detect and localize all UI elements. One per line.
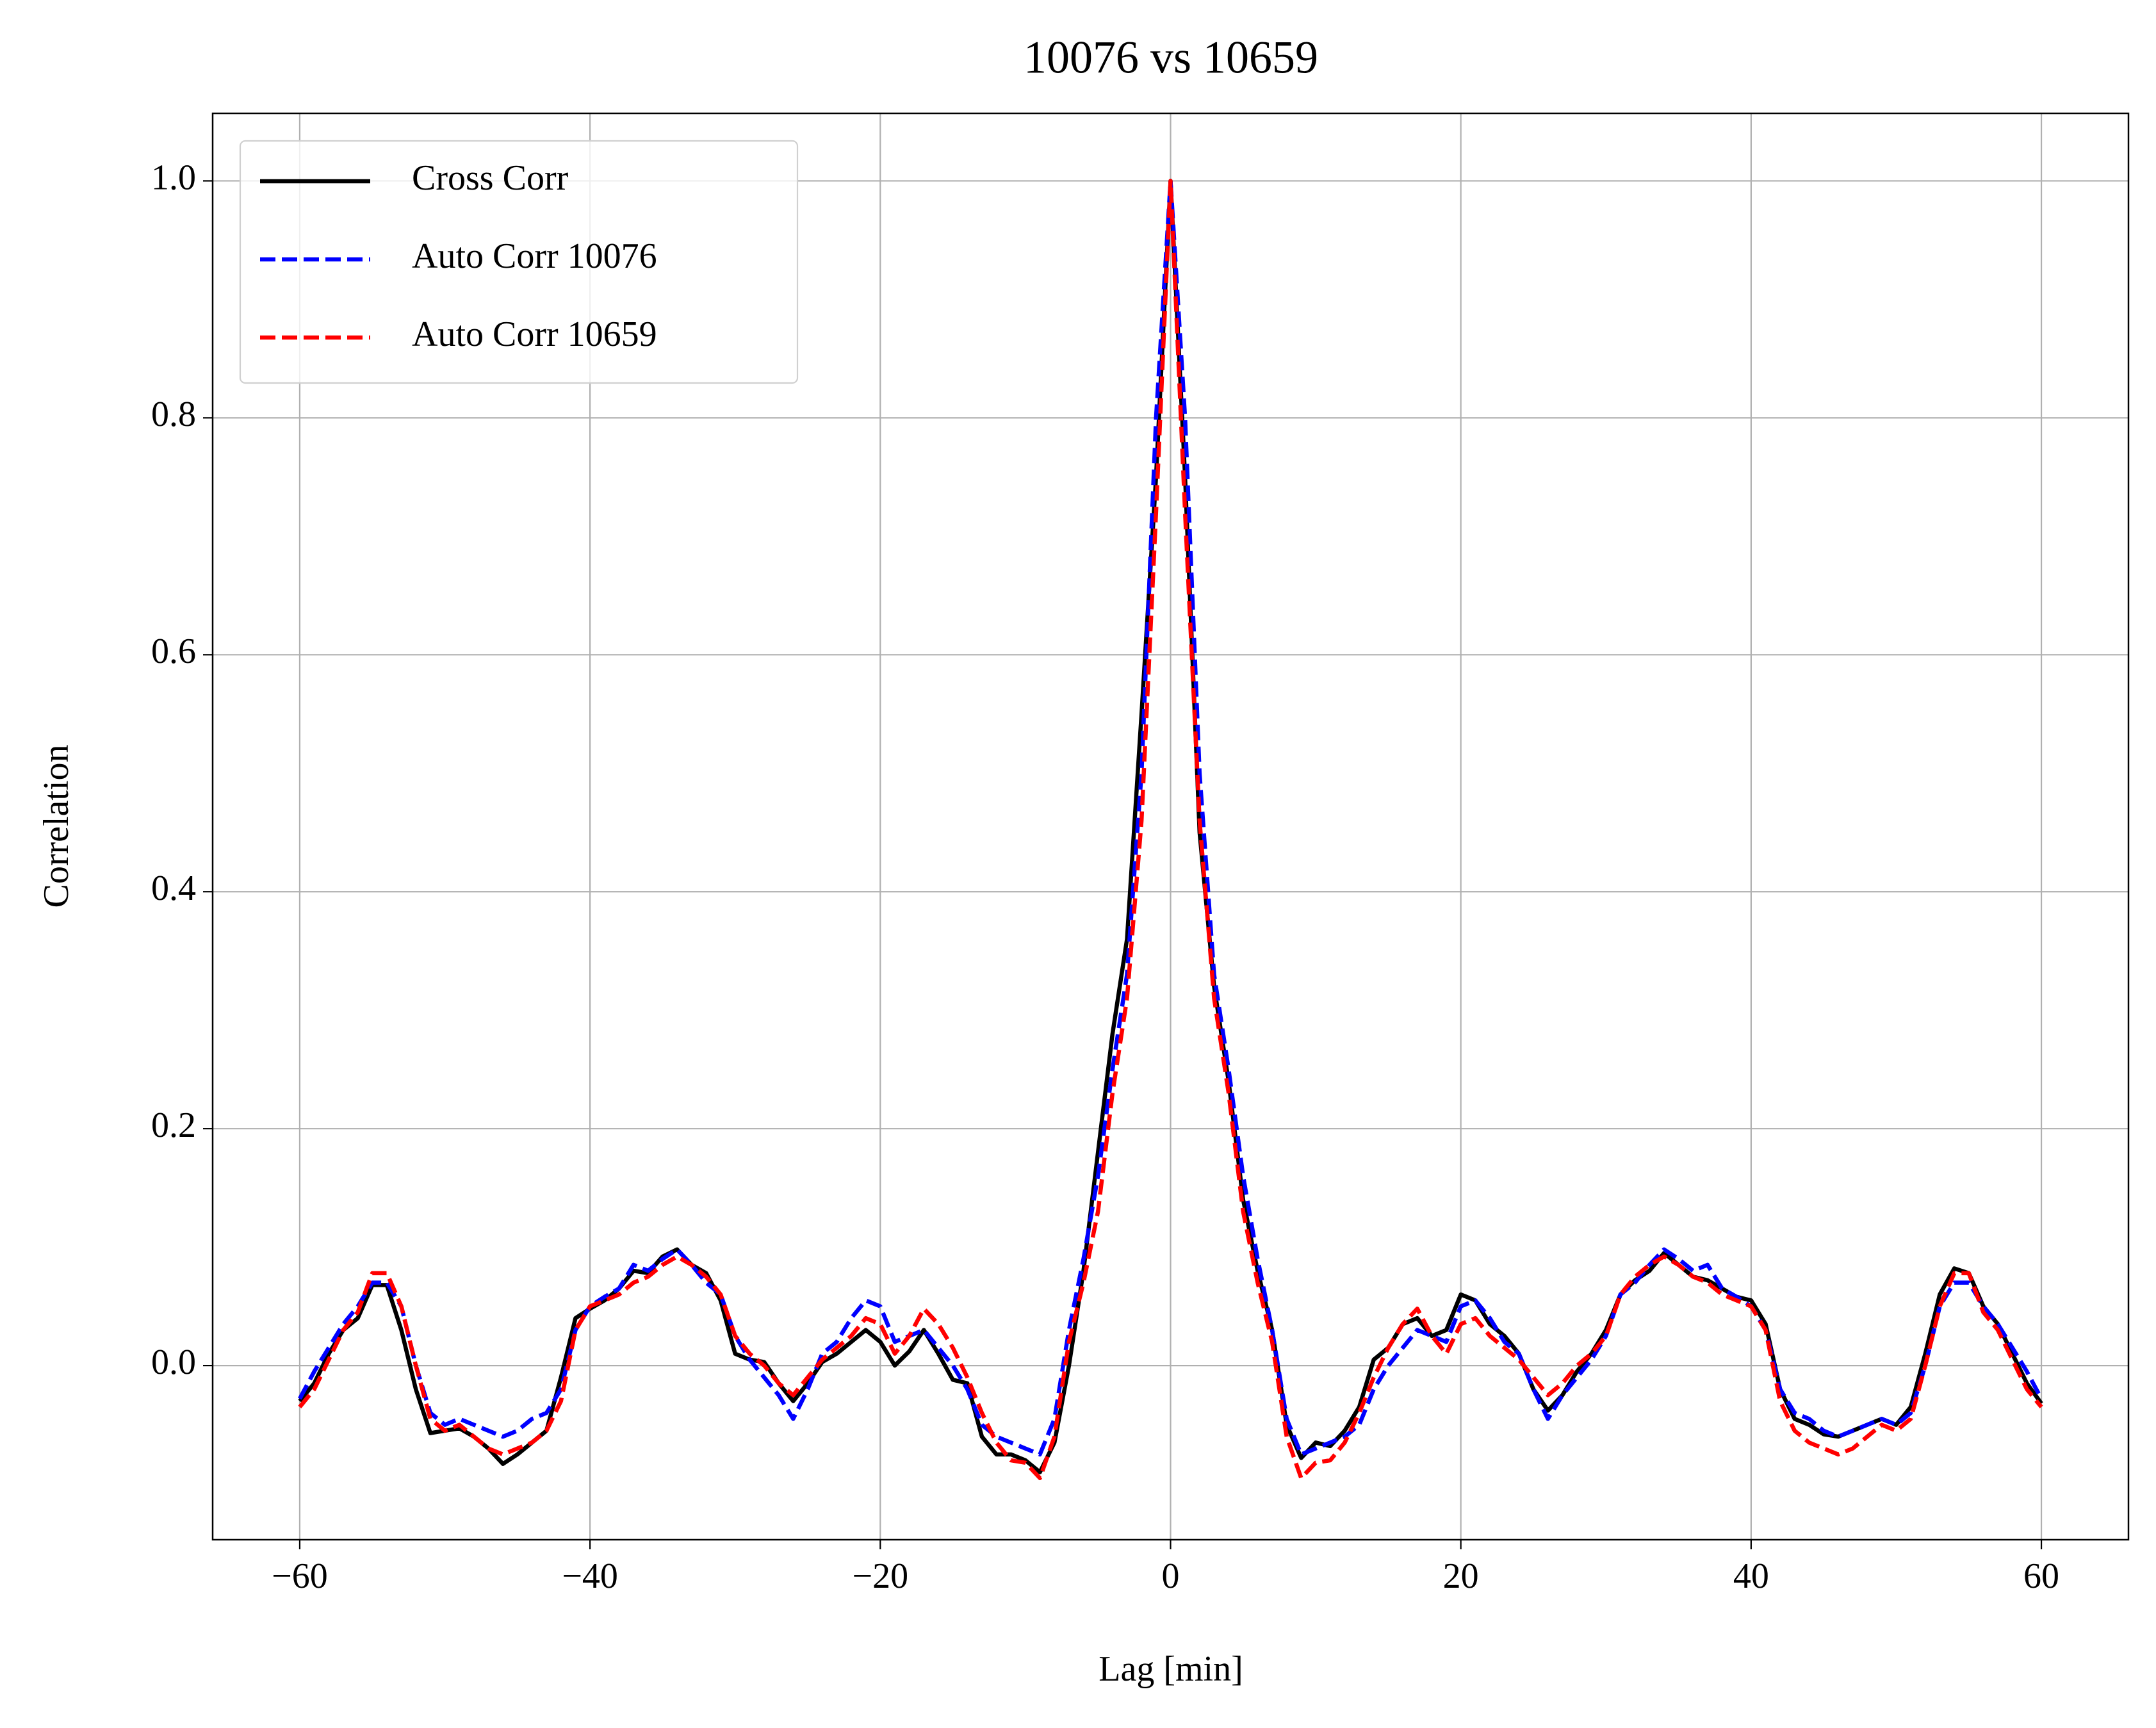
y-tick-label: 0.8 bbox=[151, 395, 196, 434]
y-tick-label: 1.0 bbox=[151, 158, 196, 197]
legend-box bbox=[239, 140, 799, 384]
legend-label: Auto Corr 10076 bbox=[412, 236, 657, 276]
y-tick-label: 0.6 bbox=[151, 632, 196, 671]
chart-title: 10076 vs 10659 bbox=[1024, 32, 1318, 83]
y-axis-label: Correlation bbox=[37, 744, 76, 908]
y-tick-label: 0.2 bbox=[151, 1105, 196, 1145]
x-tick-label: −40 bbox=[562, 1556, 618, 1596]
x-axis-label: Lag [min] bbox=[1098, 1649, 1243, 1689]
x-tick-label: 20 bbox=[1443, 1556, 1479, 1596]
x-tick-label: 60 bbox=[2023, 1556, 2059, 1596]
y-tick-label: 0.0 bbox=[151, 1342, 196, 1382]
legend-label: Cross Corr bbox=[412, 158, 569, 198]
line-series bbox=[298, 179, 2043, 1481]
y-tick-label: 0.4 bbox=[151, 868, 196, 908]
legend-label: Auto Corr 10659 bbox=[412, 314, 657, 354]
x-tick-label: 0 bbox=[1162, 1556, 1180, 1596]
x-tick-label: −20 bbox=[853, 1556, 909, 1596]
plot-frame bbox=[211, 112, 2130, 1541]
x-tick-label: 40 bbox=[1733, 1556, 1769, 1596]
x-tick-label: −60 bbox=[272, 1556, 328, 1596]
